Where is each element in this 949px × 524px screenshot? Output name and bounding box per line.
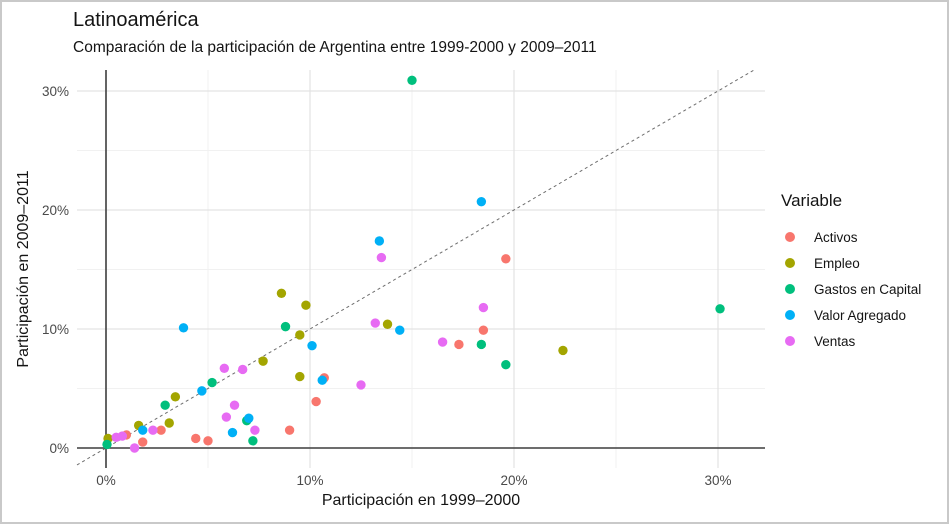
data-point — [276, 288, 287, 298]
data-point — [102, 439, 112, 450]
x-axis-title: Participación en 1999–2000 — [321, 492, 521, 509]
data-point — [376, 252, 387, 263]
y-tick-label: 30% — [42, 84, 69, 99]
data-point — [307, 340, 317, 351]
data-point — [476, 196, 487, 207]
legend-item: Ventas — [781, 328, 921, 354]
legend: Variable Activos Empleo Gastos en Capital V… — [781, 191, 921, 354]
data-point — [295, 371, 305, 382]
data-point — [117, 431, 128, 441]
legend-item: Activos — [781, 224, 921, 250]
legend-dot-icon — [785, 258, 795, 268]
data-point — [501, 254, 511, 264]
data-point — [258, 356, 268, 366]
legend-item: Empleo — [781, 250, 921, 276]
data-point — [244, 413, 254, 423]
y-tick-label: 0% — [49, 441, 69, 456]
identity-line — [76, 69, 755, 466]
data-point — [156, 425, 166, 435]
legend-item-label: Ventas — [814, 333, 856, 349]
data-point — [148, 425, 158, 435]
data-point — [437, 337, 448, 347]
data-point — [356, 380, 366, 390]
y-tick-label: 10% — [42, 322, 69, 337]
data-point — [160, 400, 170, 410]
legend-dot-icon — [785, 336, 795, 346]
data-point — [407, 75, 417, 85]
y-tick-label: 20% — [42, 203, 69, 218]
x-tick-label: 20% — [500, 473, 527, 488]
data-point — [478, 302, 489, 313]
data-point — [317, 375, 327, 385]
legend-title: Variable — [781, 191, 843, 210]
y-axis-title: Participación en 2009–2011 — [15, 170, 32, 368]
data-point — [221, 412, 232, 422]
legend-item: Gastos en Capital — [781, 276, 921, 302]
data-point — [715, 304, 725, 314]
data-point — [295, 330, 305, 340]
data-point — [178, 323, 189, 333]
chart-title: Latinoamérica — [73, 9, 199, 31]
data-point — [138, 437, 148, 447]
x-tick-label: 30% — [704, 473, 731, 488]
data-point — [501, 360, 511, 370]
data-point — [395, 325, 405, 335]
data-point — [164, 418, 174, 428]
legend-item: Valor Agregado — [781, 302, 921, 328]
data-point — [374, 236, 385, 246]
data-point — [170, 392, 181, 402]
legend-item-label: Gastos en Capital — [814, 281, 922, 297]
data-point — [191, 433, 201, 444]
data-point — [558, 345, 568, 356]
data-point — [227, 427, 238, 438]
x-tick-label: 0% — [96, 473, 116, 488]
chart-subtitle: Comparación de la participación de Argen… — [73, 39, 597, 56]
data-point — [197, 386, 207, 396]
legend-dot-icon — [785, 284, 795, 294]
legend-item-label: Activos — [814, 229, 858, 245]
data-point — [237, 364, 248, 375]
data-point — [250, 425, 260, 435]
x-tick-label: 10% — [296, 473, 323, 488]
data-point — [370, 318, 380, 328]
data-point — [129, 443, 140, 453]
data-point — [229, 400, 240, 410]
data-point — [138, 425, 148, 435]
data-point — [207, 377, 217, 388]
legend-item-label: Empleo — [814, 255, 860, 271]
data-point — [311, 396, 321, 407]
legend-dot-icon — [785, 310, 795, 320]
data-point — [284, 425, 295, 435]
data-point — [301, 300, 311, 310]
data-point — [454, 339, 464, 350]
legend-dot-icon — [785, 232, 795, 242]
data-point — [478, 325, 489, 335]
data-point — [219, 363, 230, 373]
data-point — [248, 436, 258, 446]
data-point — [382, 319, 393, 329]
data-point — [280, 321, 291, 332]
data-point — [476, 339, 487, 350]
legend-item-label: Valor Agregado — [814, 307, 907, 323]
legend-items: Activos Empleo Gastos en Capital Valor Agre… — [781, 224, 921, 354]
data-point — [203, 436, 213, 446]
